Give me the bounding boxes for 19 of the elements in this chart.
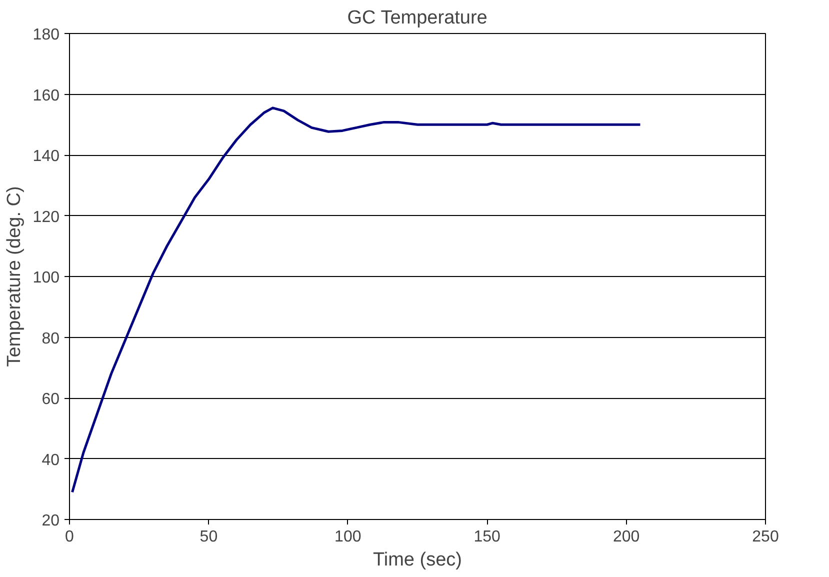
x-tick-label: 150	[474, 528, 501, 546]
y-tick-label: 40	[42, 452, 60, 469]
line-series	[71, 106, 642, 494]
y-tick-label: 80	[42, 330, 60, 348]
y-tick-label: 120	[32, 208, 60, 226]
y-tick-label: 180	[32, 26, 60, 44]
y-tick-label: 20	[42, 512, 60, 530]
x-axis-title: Time (sec)	[372, 550, 462, 570]
y-axis-title: Temperature (deg. C)	[4, 186, 25, 367]
x-tick-label: 250	[752, 528, 779, 546]
x-tick-label: 0	[65, 528, 74, 546]
y-tick-label: 60	[42, 391, 60, 408]
y-tick-label: 160	[32, 87, 60, 104]
y-tick-label: 100	[32, 270, 60, 286]
x-tick-label: 200	[612, 528, 640, 546]
x-tick-label: 50	[200, 528, 218, 546]
x-tick-label: 100	[334, 528, 362, 546]
chart-title: GC Temperature	[347, 8, 488, 28]
y-tick-label: 140	[32, 148, 60, 165]
